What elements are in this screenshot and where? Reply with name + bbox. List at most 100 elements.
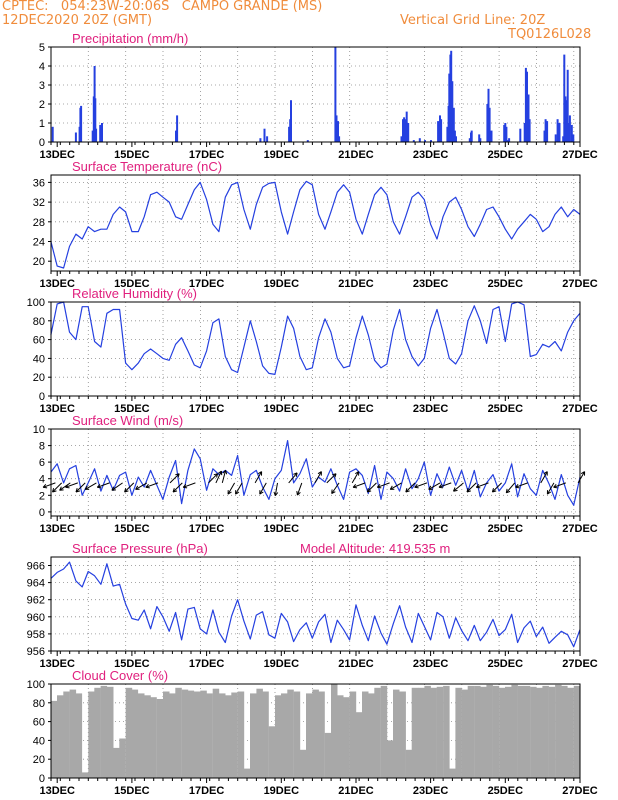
cloud-bar bbox=[542, 685, 549, 778]
x-tick-label: 27DEC bbox=[562, 278, 598, 290]
x-tick-label: 15DEC bbox=[114, 149, 150, 161]
series-line-1 bbox=[50, 180, 581, 269]
y-tick-label: 964 bbox=[27, 578, 45, 590]
precip-bar bbox=[288, 126, 291, 142]
panel-title-2: Relative Humidity (%) bbox=[72, 286, 197, 301]
x-tick-label: 19DEC bbox=[264, 149, 300, 161]
precip-bar bbox=[479, 138, 482, 142]
precip-bar bbox=[568, 115, 571, 142]
x-tick-label: 23DEC bbox=[413, 149, 449, 161]
x-tick-label: 15DEC bbox=[114, 658, 150, 670]
cloud-bar bbox=[343, 697, 350, 778]
y-tick-label: 10 bbox=[33, 424, 45, 436]
x-tick-label: 13DEC bbox=[39, 403, 75, 415]
precip-bar bbox=[505, 126, 508, 142]
cloud-bar bbox=[486, 684, 493, 778]
panel-5 bbox=[48, 683, 581, 783]
precip-bar bbox=[175, 130, 177, 142]
wind-arrow bbox=[546, 482, 555, 495]
cloud-bar bbox=[461, 689, 469, 778]
wind-arrow bbox=[577, 471, 586, 484]
precip-bar bbox=[407, 123, 410, 142]
precip-bar bbox=[508, 138, 511, 142]
wind-arrow bbox=[135, 482, 148, 490]
cloud-bar bbox=[187, 690, 195, 778]
x-tick-label: 17DEC bbox=[189, 278, 225, 290]
y-tick-label: 5 bbox=[39, 42, 45, 54]
cloud-bar bbox=[555, 684, 562, 778]
wind-arrow bbox=[65, 482, 78, 489]
wind-arrow bbox=[145, 482, 159, 489]
cloud-bar bbox=[57, 695, 64, 778]
cloud-bar bbox=[492, 685, 500, 778]
x-tick-label: 21DEC bbox=[338, 523, 374, 535]
wind-arrow bbox=[254, 471, 263, 484]
precip-bar bbox=[567, 123, 570, 142]
y-tick-label: 20 bbox=[33, 256, 45, 268]
precip-bar bbox=[546, 121, 549, 142]
wind-arrow bbox=[52, 482, 63, 493]
cloud-bar bbox=[312, 689, 319, 778]
x-tick-label: 13DEC bbox=[39, 149, 75, 161]
precip-bar bbox=[523, 123, 526, 142]
header-datetime: 12DEC2020 20Z (GMT) bbox=[2, 13, 153, 28]
cloud-bar bbox=[219, 693, 226, 778]
cloud-bar bbox=[436, 686, 444, 778]
cloud-bar bbox=[225, 695, 232, 778]
x-tick-label: 27DEC bbox=[562, 785, 598, 797]
x-tick-label: 17DEC bbox=[189, 149, 225, 161]
cloud-bar bbox=[163, 691, 170, 778]
x-tick-label: 21DEC bbox=[338, 278, 374, 290]
cloud-bar bbox=[200, 690, 207, 778]
wind-arrow bbox=[326, 473, 337, 484]
y-tick-label: 1 bbox=[39, 118, 45, 130]
precip-bar bbox=[263, 128, 266, 142]
precip-bar bbox=[566, 69, 569, 142]
y-tick-label: 4 bbox=[39, 61, 45, 73]
y-tick-label: 3 bbox=[39, 80, 45, 92]
header-location: CPTEC: 054:23W-20:06S CAMPO GRANDE (MS) bbox=[2, 0, 323, 14]
panel-3 bbox=[42, 428, 586, 521]
y-tick-label: 32 bbox=[33, 197, 45, 209]
cloud-bar bbox=[530, 686, 537, 778]
cloud-bar bbox=[82, 772, 89, 778]
cloud-bar bbox=[561, 685, 568, 778]
precip-bar bbox=[337, 121, 339, 142]
wind-arrow bbox=[491, 482, 502, 493]
wind-arrow bbox=[351, 471, 360, 484]
cloud-bar bbox=[430, 687, 437, 778]
x-tick-label: 13DEC bbox=[39, 278, 75, 290]
cloud-bar bbox=[474, 685, 481, 778]
cloud-bar bbox=[387, 740, 394, 778]
precip-bar bbox=[448, 73, 451, 142]
x-tick-label: 25DEC bbox=[488, 278, 524, 290]
cloud-bar bbox=[131, 689, 139, 778]
wind-arrow bbox=[296, 482, 303, 496]
x-tick-label: 13DEC bbox=[39, 658, 75, 670]
cloud-bar bbox=[399, 691, 406, 778]
wind-arrow bbox=[414, 482, 428, 489]
wind-arrow bbox=[389, 482, 402, 490]
cloud-bar bbox=[51, 700, 58, 778]
x-tick-label: 15DEC bbox=[114, 523, 150, 535]
y-tick-label: 966 bbox=[27, 561, 45, 573]
precip-bar bbox=[526, 71, 528, 142]
wind-arrow bbox=[366, 482, 377, 493]
cloud-bar bbox=[455, 687, 462, 778]
y-tick-label: 40 bbox=[33, 353, 45, 365]
cloud-bar bbox=[355, 712, 363, 778]
y-tick-label: 958 bbox=[27, 629, 45, 641]
y-tick-label: 100 bbox=[27, 297, 45, 309]
y-tick-label: 0 bbox=[39, 773, 45, 785]
x-tick-label: 13DEC bbox=[39, 785, 75, 797]
x-tick-label: 25DEC bbox=[488, 149, 524, 161]
wind-arrow bbox=[540, 471, 548, 484]
x-tick-label: 19DEC bbox=[264, 658, 300, 670]
cloud-bar bbox=[405, 749, 413, 778]
cloud-bar bbox=[548, 686, 556, 778]
cloud-bar bbox=[256, 688, 263, 778]
wind-arrow bbox=[438, 482, 452, 489]
series-line-2 bbox=[50, 301, 581, 375]
cloud-bar bbox=[374, 687, 381, 778]
